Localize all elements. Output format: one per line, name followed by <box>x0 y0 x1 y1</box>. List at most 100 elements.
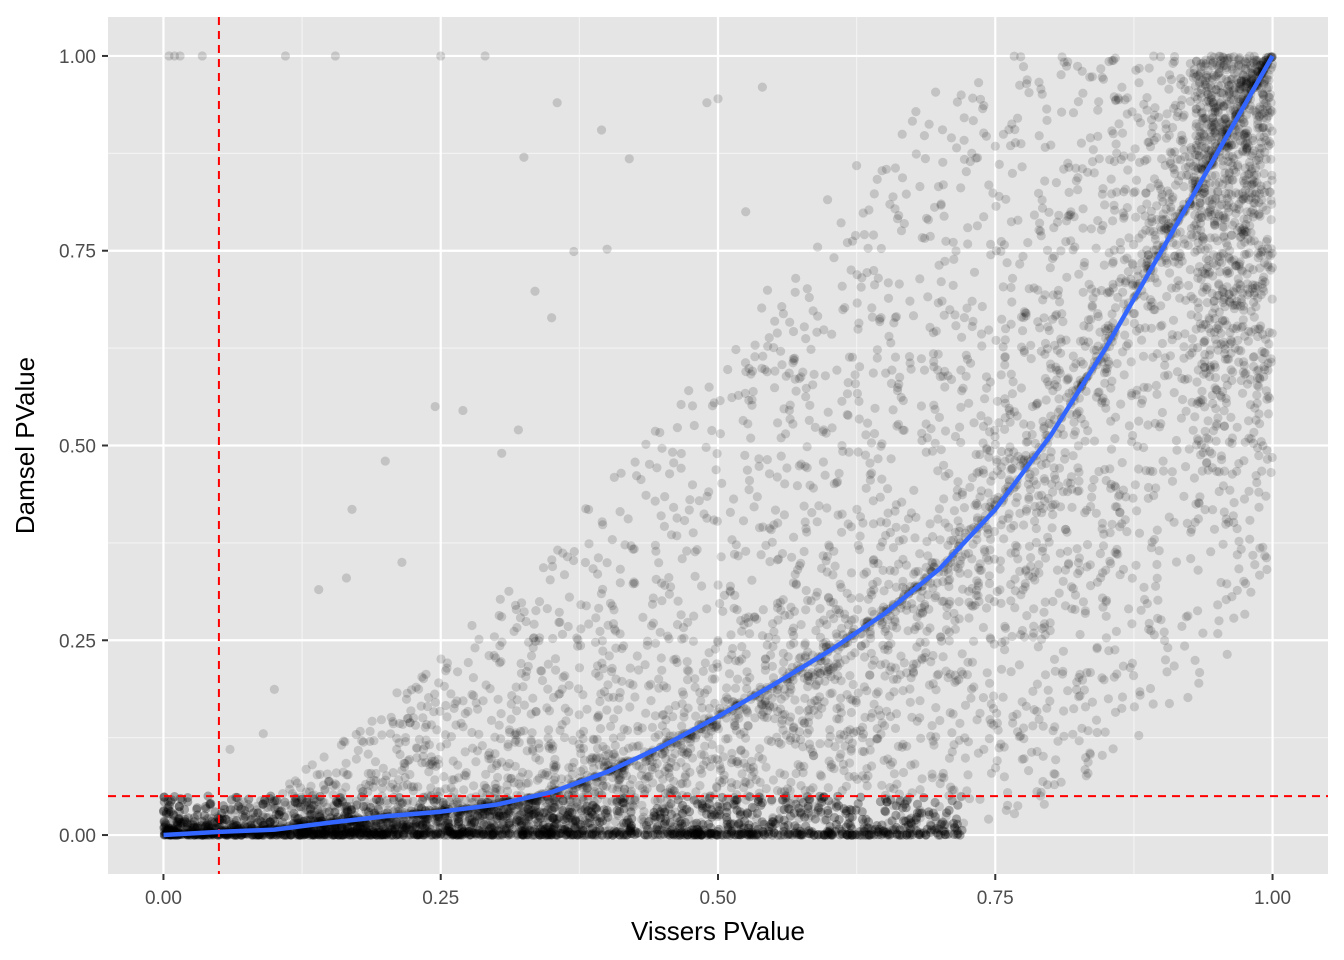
data-point <box>917 586 927 596</box>
data-point <box>1004 475 1014 485</box>
data-point <box>855 512 866 522</box>
data-point <box>1042 104 1052 114</box>
data-point <box>785 681 796 691</box>
data-point <box>796 620 806 630</box>
data-point <box>610 740 620 751</box>
data-point <box>611 795 621 805</box>
data-point <box>664 763 675 773</box>
data-point <box>890 615 900 625</box>
data-point <box>461 771 471 781</box>
data-point <box>926 731 936 741</box>
data-point <box>1083 768 1093 779</box>
data-point <box>1058 487 1068 497</box>
data-point <box>1222 579 1232 589</box>
data-point <box>319 752 329 762</box>
data-point <box>731 656 741 666</box>
data-point <box>1141 188 1151 198</box>
data-point <box>1234 564 1244 574</box>
data-point <box>673 596 683 606</box>
data-point <box>832 365 842 375</box>
data-point <box>974 78 984 88</box>
data-point <box>981 603 992 613</box>
data-point <box>1183 240 1193 250</box>
data-point <box>955 718 965 729</box>
data-point <box>1130 480 1140 490</box>
data-point <box>594 603 604 613</box>
data-point <box>881 164 892 174</box>
data-point <box>1136 398 1146 409</box>
data-point <box>975 708 985 718</box>
data-point <box>799 761 809 772</box>
data-point <box>820 371 831 381</box>
data-point <box>595 753 605 763</box>
data-point <box>1119 370 1129 380</box>
data-point <box>1163 370 1173 380</box>
data-point <box>1072 677 1082 687</box>
data-point <box>1167 283 1177 293</box>
data-point <box>778 595 788 605</box>
data-point <box>1055 368 1065 378</box>
data-point <box>1063 686 1073 696</box>
data-point <box>1075 691 1085 701</box>
data-point <box>986 239 996 249</box>
data-point <box>1016 731 1026 741</box>
data-point <box>607 667 617 677</box>
data-point <box>928 532 938 542</box>
data-point <box>424 740 434 750</box>
data-point <box>1001 623 1011 633</box>
data-point <box>813 242 823 252</box>
data-point <box>509 778 519 788</box>
data-point <box>959 135 969 145</box>
data-point <box>946 133 957 143</box>
data-point <box>836 582 846 593</box>
data-point <box>939 494 949 504</box>
data-point <box>1237 297 1247 307</box>
data-point <box>768 775 779 785</box>
data-point <box>1160 635 1170 646</box>
data-point <box>545 797 555 807</box>
data-point <box>1155 321 1166 331</box>
data-point <box>863 594 874 604</box>
data-point <box>584 619 594 629</box>
data-point <box>968 116 978 126</box>
data-point <box>877 780 887 790</box>
data-point <box>467 727 477 738</box>
data-point <box>741 546 751 556</box>
data-point <box>824 738 834 748</box>
data-point <box>765 557 775 567</box>
data-point <box>825 609 836 619</box>
data-point <box>441 700 451 711</box>
data-point <box>789 606 800 617</box>
data-point <box>1028 686 1038 697</box>
data-point <box>888 674 899 685</box>
data-point <box>548 826 558 836</box>
data-point <box>964 613 974 623</box>
data-point <box>911 107 921 117</box>
data-point <box>1117 82 1127 92</box>
data-point <box>752 492 762 502</box>
data-point <box>1156 222 1166 232</box>
data-point <box>1089 168 1099 178</box>
data-point <box>731 344 741 355</box>
data-point <box>1018 326 1028 336</box>
data-point <box>841 781 852 791</box>
data-point <box>729 549 740 559</box>
data-point <box>1063 374 1073 384</box>
data-point <box>770 505 781 515</box>
data-point <box>1078 204 1088 214</box>
data-point <box>664 768 674 778</box>
data-point <box>984 594 995 604</box>
data-point <box>669 655 679 665</box>
data-point <box>876 517 886 527</box>
data-point <box>534 739 544 749</box>
data-point <box>838 446 848 456</box>
data-point <box>685 495 695 505</box>
data-point <box>756 550 766 560</box>
data-point <box>1007 464 1018 474</box>
data-point <box>834 468 844 478</box>
data-point <box>1169 388 1179 398</box>
data-point <box>1072 408 1082 418</box>
data-point <box>517 767 528 778</box>
data-point <box>365 825 375 835</box>
data-point <box>557 684 567 694</box>
